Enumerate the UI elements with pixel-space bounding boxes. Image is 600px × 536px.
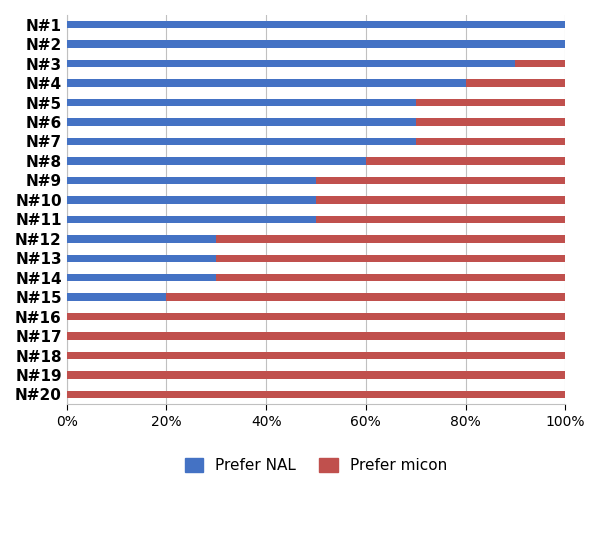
Bar [216,255,565,262]
Bar [316,215,565,223]
Bar [67,79,466,87]
Bar [67,371,565,379]
Bar [316,196,565,204]
Bar [416,118,565,126]
Bar [67,21,565,28]
Legend: Prefer NAL, Prefer micon: Prefer NAL, Prefer micon [177,451,455,481]
Bar [416,99,565,106]
Bar [67,332,565,340]
Bar [67,215,316,223]
Bar [515,60,565,68]
Bar [466,79,565,87]
Bar [67,41,565,48]
Bar [67,391,565,398]
Bar [166,294,565,301]
Bar [67,99,416,106]
Bar [67,196,316,204]
Bar [366,157,565,165]
Bar [67,157,366,165]
Bar [67,274,216,281]
Bar [67,118,416,126]
Bar [67,294,166,301]
Bar [67,352,565,359]
Bar [67,235,216,242]
Bar [216,235,565,242]
Bar [216,274,565,281]
Bar [416,138,565,145]
Bar [67,177,316,184]
Bar [67,138,416,145]
Bar [67,313,565,321]
Bar [67,255,216,262]
Bar [67,60,515,68]
Bar [316,177,565,184]
